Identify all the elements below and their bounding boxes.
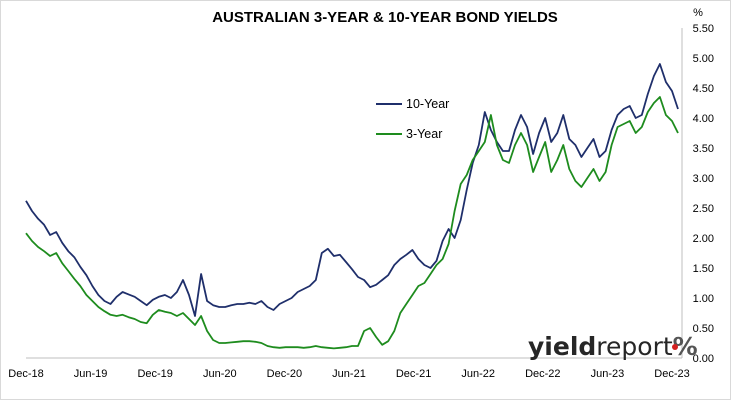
- watermark-report: report: [596, 332, 673, 361]
- y-tick-label: 5.50: [693, 23, 714, 35]
- y-tick-label: 0.50: [693, 323, 714, 335]
- y-tick-label: 4.50: [693, 83, 714, 95]
- chart-title: AUSTRALIAN 3-YEAR & 10-YEAR BOND YIELDS: [212, 9, 558, 26]
- y-tick-label: 2.00: [693, 233, 714, 245]
- x-tick-label: Dec-19: [137, 368, 172, 380]
- y-axis-ticks: 5.50 5.00 4.50 4.00 3.50 3.00 2.50 2.00 1.50 1.00…: [693, 23, 714, 365]
- x-tick-label: Dec-20: [267, 368, 302, 380]
- x-tick-label: Dec-22: [525, 368, 560, 380]
- y-unit-label: %: [693, 7, 703, 19]
- legend-label-10-year: 10-Year: [406, 97, 449, 111]
- x-tick-label: Jun-20: [203, 368, 237, 380]
- x-tick-label: Jun-21: [332, 368, 366, 380]
- watermark-yield: yield: [528, 332, 596, 361]
- y-tick-label: 1.00: [693, 293, 714, 305]
- legend: 10-Year 3-Year: [376, 97, 449, 141]
- yieldreport-watermark: yieldreport%: [528, 332, 698, 361]
- y-tick-label: 1.50: [693, 263, 714, 275]
- y-tick-label: 2.50: [693, 203, 714, 215]
- series-line-10-year: [25, 63, 679, 317]
- x-tick-label: Dec-23: [654, 368, 689, 380]
- x-tick-label: Jun-19: [74, 368, 108, 380]
- x-tick-label: Dec-21: [396, 368, 431, 380]
- y-tick-label: 3.00: [693, 173, 714, 185]
- y-tick-label: 0.00: [693, 353, 714, 365]
- watermark-accent-dot: [672, 344, 678, 350]
- y-tick-label: 4.00: [693, 113, 714, 125]
- legend-label-3-year: 3-Year: [406, 127, 442, 141]
- x-tick-label: Jun-23: [591, 368, 625, 380]
- y-tick-label: 5.00: [693, 53, 714, 65]
- x-tick-label: Jun-22: [461, 368, 495, 380]
- series-lines: [25, 63, 679, 350]
- series-line-3-year: [25, 96, 679, 350]
- x-axis-ticks: Dec-18 Jun-19 Dec-19 Jun-20 Dec-20 Jun-21 Dec-…: [8, 368, 689, 380]
- watermark-logo: yieldreport%: [528, 332, 698, 361]
- y-tick-label: 3.50: [693, 143, 714, 155]
- x-tick-label: Dec-18: [8, 368, 43, 380]
